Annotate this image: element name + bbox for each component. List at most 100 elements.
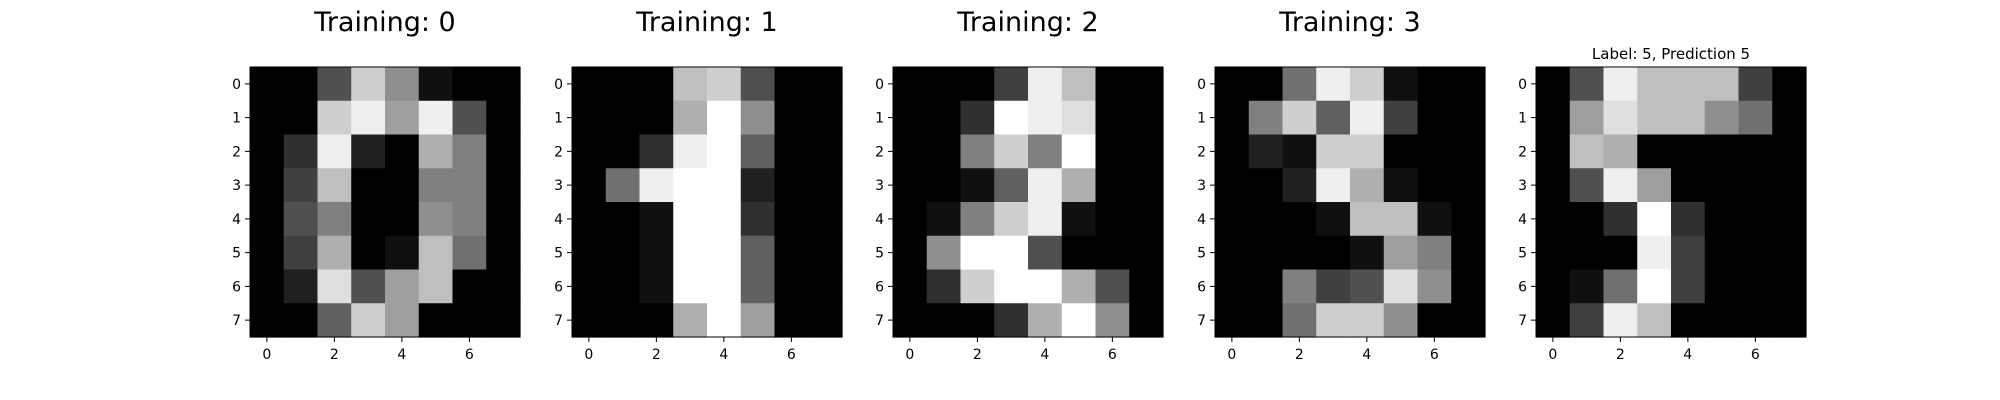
pixel-cell-r7-c3: [351, 303, 386, 338]
pixel-cell-r5-c7: [1772, 235, 1807, 271]
pixel-cell-r3-c7: [486, 168, 521, 203]
pixel-cell-r6-c5: [1704, 269, 1740, 304]
pixel-cell-r1-c7: [1772, 100, 1807, 136]
pixel-cell-r1-c1: [283, 100, 319, 136]
pixel-cell-r2-c7: [1772, 134, 1807, 169]
pixel-cell-r7-c4: [385, 303, 420, 338]
digit-subplot-3: Training: 3 0 1 2 3 4 5 6 7 0 2 4 6: [1197, 7, 1486, 363]
y-tick-label: 4: [554, 212, 563, 228]
pixel-cell-r1-c3: [994, 100, 1029, 136]
pixel-cell-r6-c0: [893, 269, 928, 304]
pixel-cell-r0-c1: [283, 67, 319, 102]
pixel-cell-r0-c3: [673, 67, 708, 102]
pixel-cell-r7-c7: [808, 303, 843, 338]
pixel-cell-r7-c2: [960, 303, 995, 338]
pixel-cell-r6-c3: [673, 269, 708, 304]
pixel-cell-r7-c5: [418, 303, 454, 338]
pixel-cell-r2-c1: [1248, 134, 1284, 169]
pixel-cell-r5-c1: [605, 235, 641, 271]
pixel-cell-r4-c4: [1028, 202, 1063, 237]
y-tick-label: 7: [232, 313, 241, 329]
pixel-cell-r7-c6: [1095, 303, 1130, 338]
pixel-cell-r6-c2: [317, 269, 352, 304]
pixel-cell-r5-c4: [1671, 235, 1706, 271]
pixel-cell-r5-c4: [385, 235, 420, 271]
pixel-cell-r4-c5: [1383, 202, 1419, 237]
pixel-cell-r6-c6: [1095, 269, 1130, 304]
pixel-cell-r6-c1: [926, 269, 962, 304]
pixel-cell-r6-c7: [486, 269, 521, 304]
y-tick-label: 6: [1518, 279, 1527, 295]
pixel-cell-r1-c3: [1637, 100, 1672, 136]
pixel-cell-r5-c7: [1451, 235, 1486, 271]
axes-frame: [249, 66, 521, 338]
digit-subplot-4: Label: 5, Prediction 5 0 1 2 3 4 5 6 7 0 2 4 6: [1518, 45, 1807, 363]
pixel-cell-r3-c6: [1095, 168, 1130, 203]
pixel-cell-r7-c4: [1350, 303, 1385, 338]
pixel-cell-r3-c0: [250, 168, 285, 203]
y-tick-label: 0: [1197, 77, 1206, 93]
pixel-cell-r0-c7: [1129, 67, 1164, 102]
pixel-cell-r5-c5: [1383, 235, 1419, 271]
x-tick-label: 0: [584, 347, 593, 363]
pixel-cell-r2-c1: [283, 134, 319, 169]
pixel-cell-r0-c4: [1671, 67, 1706, 102]
pixel-cell-r3-c6: [452, 168, 487, 203]
pixel-cell-r7-c1: [1569, 303, 1605, 338]
pixel-cell-r5-c2: [317, 235, 352, 271]
pixel-cell-r6-c5: [1383, 269, 1419, 304]
pixel-cell-r2-c4: [385, 134, 420, 169]
axes-frame: [892, 66, 1164, 338]
digit-subplot-0: Training: 0 0 1 2 3 4 5 6 7 0 2 4 6: [232, 7, 521, 363]
pixel-cell-r1-c0: [250, 100, 285, 136]
pixel-cell-r2-c4: [1028, 134, 1063, 169]
pixel-cell-r5-c4: [1028, 235, 1063, 271]
y-tick-label: 2: [232, 144, 241, 160]
pixel-cell-r2-c5: [1061, 134, 1097, 169]
pixel-cell-r0-c4: [385, 67, 420, 102]
pixel-cell-r3-c3: [351, 168, 386, 203]
pixel-cell-r6-c7: [808, 269, 843, 304]
pixel-cell-r0-c1: [926, 67, 962, 102]
pixel-cell-r2-c5: [418, 134, 454, 169]
pixel-cell-r2-c2: [639, 134, 674, 169]
x-tick-label: 4: [1362, 347, 1371, 363]
pixel-cell-r6-c3: [994, 269, 1029, 304]
pixel-cell-r0-c4: [707, 67, 742, 102]
pixel-cell-r7-c7: [1129, 303, 1164, 338]
pixel-cell-r4-c3: [673, 202, 708, 237]
y-tick-label: 3: [875, 178, 884, 194]
subplot-title: Training: 0: [313, 7, 455, 38]
pixel-cell-r1-c5: [740, 100, 776, 136]
pixel-cell-r6-c3: [1316, 269, 1351, 304]
pixel-cell-r2-c7: [1451, 134, 1486, 169]
pixel-cell-r0-c5: [1061, 67, 1097, 102]
y-tick-label: 4: [875, 212, 884, 228]
pixel-cell-r6-c5: [418, 269, 454, 304]
pixel-cell-r0-c7: [1451, 67, 1486, 102]
x-tick-label: 2: [973, 347, 982, 363]
axes-frame: [571, 66, 843, 338]
y-tick-label: 2: [875, 144, 884, 160]
pixel-cell-r7-c1: [1248, 303, 1284, 338]
digit-subplot-1: Training: 1 0 1 2 3 4 5 6 7 0 2 4 6: [554, 7, 843, 363]
pixel-cell-r6-c2: [639, 269, 674, 304]
x-tick-label: 6: [1430, 347, 1439, 363]
pixel-cell-r1-c1: [926, 100, 962, 136]
pixel-cell-r1-c4: [1350, 100, 1385, 136]
pixel-cell-r1-c2: [317, 100, 352, 136]
y-tick-label: 6: [554, 279, 563, 295]
pixel-cell-r2-c6: [1417, 134, 1452, 169]
pixel-cell-r6-c2: [960, 269, 995, 304]
pixel-cell-r6-c6: [1417, 269, 1452, 304]
pixel-cell-r2-c3: [673, 134, 708, 169]
x-tick-label: 6: [465, 347, 474, 363]
y-tick-label: 5: [875, 246, 884, 262]
pixel-cell-r4-c0: [250, 202, 285, 237]
pixel-cell-r7-c7: [1451, 303, 1486, 338]
pixel-cell-r0-c2: [639, 67, 674, 102]
pixel-cell-r6-c1: [605, 269, 641, 304]
pixel-cell-r6-c1: [1569, 269, 1605, 304]
pixel-cell-r3-c1: [1248, 168, 1284, 203]
pixel-cell-r5-c6: [774, 235, 809, 271]
